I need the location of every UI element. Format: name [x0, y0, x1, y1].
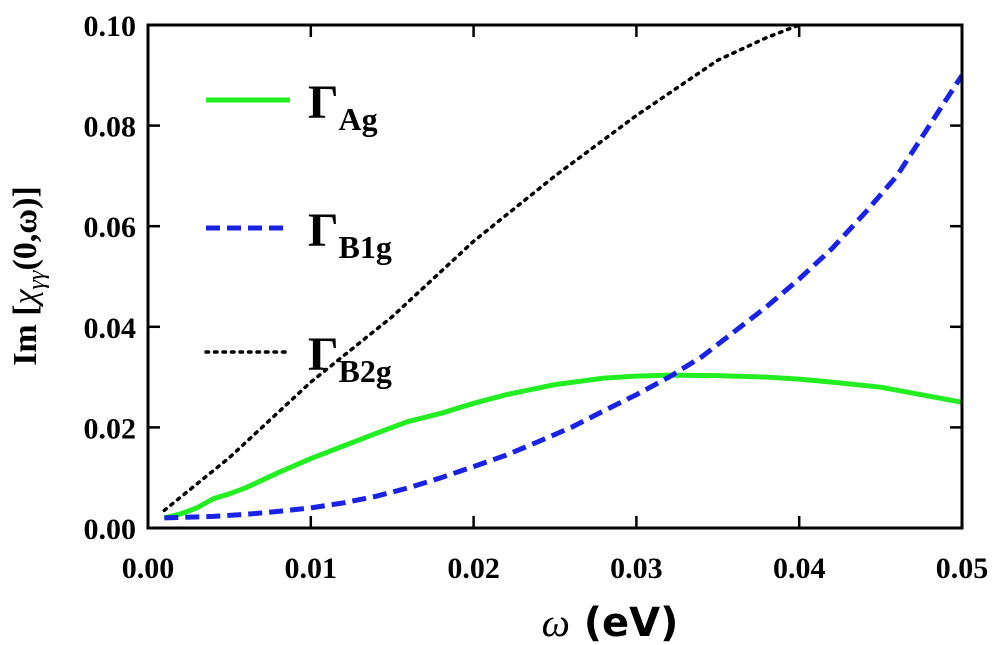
y-axis-subscript: γγ [24, 270, 50, 289]
series-layer [162, 25, 962, 521]
y-tick-label: 0.08 [84, 111, 137, 144]
x-axis-unit: (eV) [570, 600, 679, 645]
legend-label-sub: B1g [339, 229, 392, 265]
y-axis-suffix: (0,ω)] [7, 186, 44, 270]
plot-border [146, 23, 964, 530]
x-tick-label: 0.04 [773, 552, 826, 585]
legend-label-b1g: ΓB1g [308, 204, 392, 265]
y-tick-label: 0.06 [84, 211, 137, 244]
legend-label-main: Γ [308, 204, 339, 257]
y-tick-label: 0.10 [84, 10, 137, 43]
x-tick-label: 0.01 [285, 552, 338, 585]
axis-titles: ω (eV) Im [χγγ(0,ω)] [7, 186, 678, 645]
x-axis-symbol: ω [542, 600, 570, 645]
series-line-b1g [164, 73, 962, 521]
y-axis-symbol: χ [7, 288, 44, 307]
y-tick-label: 0.02 [84, 412, 137, 445]
series-line-b2g [162, 25, 801, 513]
legend-label-ag: ΓAg [308, 76, 378, 137]
legend-label-main: Γ [308, 76, 339, 129]
x-tick-label: 0.05 [936, 552, 989, 585]
x-tick-label: 0.03 [610, 552, 663, 585]
legend-label-sub: Ag [339, 101, 378, 137]
x-tick-label: 0.02 [447, 552, 500, 585]
y-tick-label: 0.00 [84, 513, 137, 546]
x-axis-title: ω (eV) [542, 600, 679, 645]
legend-label-main: Γ [308, 328, 339, 381]
legend-label-b2g: ΓB2g [308, 328, 392, 389]
legend-label-sub: B2g [339, 353, 392, 389]
y-tick-label: 0.04 [84, 312, 137, 345]
y-axis-prefix: Im [ [7, 304, 44, 365]
y-axis-title: Im [χγγ(0,ω)] [7, 186, 50, 366]
x-tick-label: 0.00 [122, 552, 175, 585]
series-line-ag [163, 372, 962, 521]
plot-frame [146, 23, 964, 530]
axis-ticks: 0.00 0.01 0.02 0.03 0.04 0.05 0.00 0.02 0.04 0.06… [84, 10, 989, 585]
